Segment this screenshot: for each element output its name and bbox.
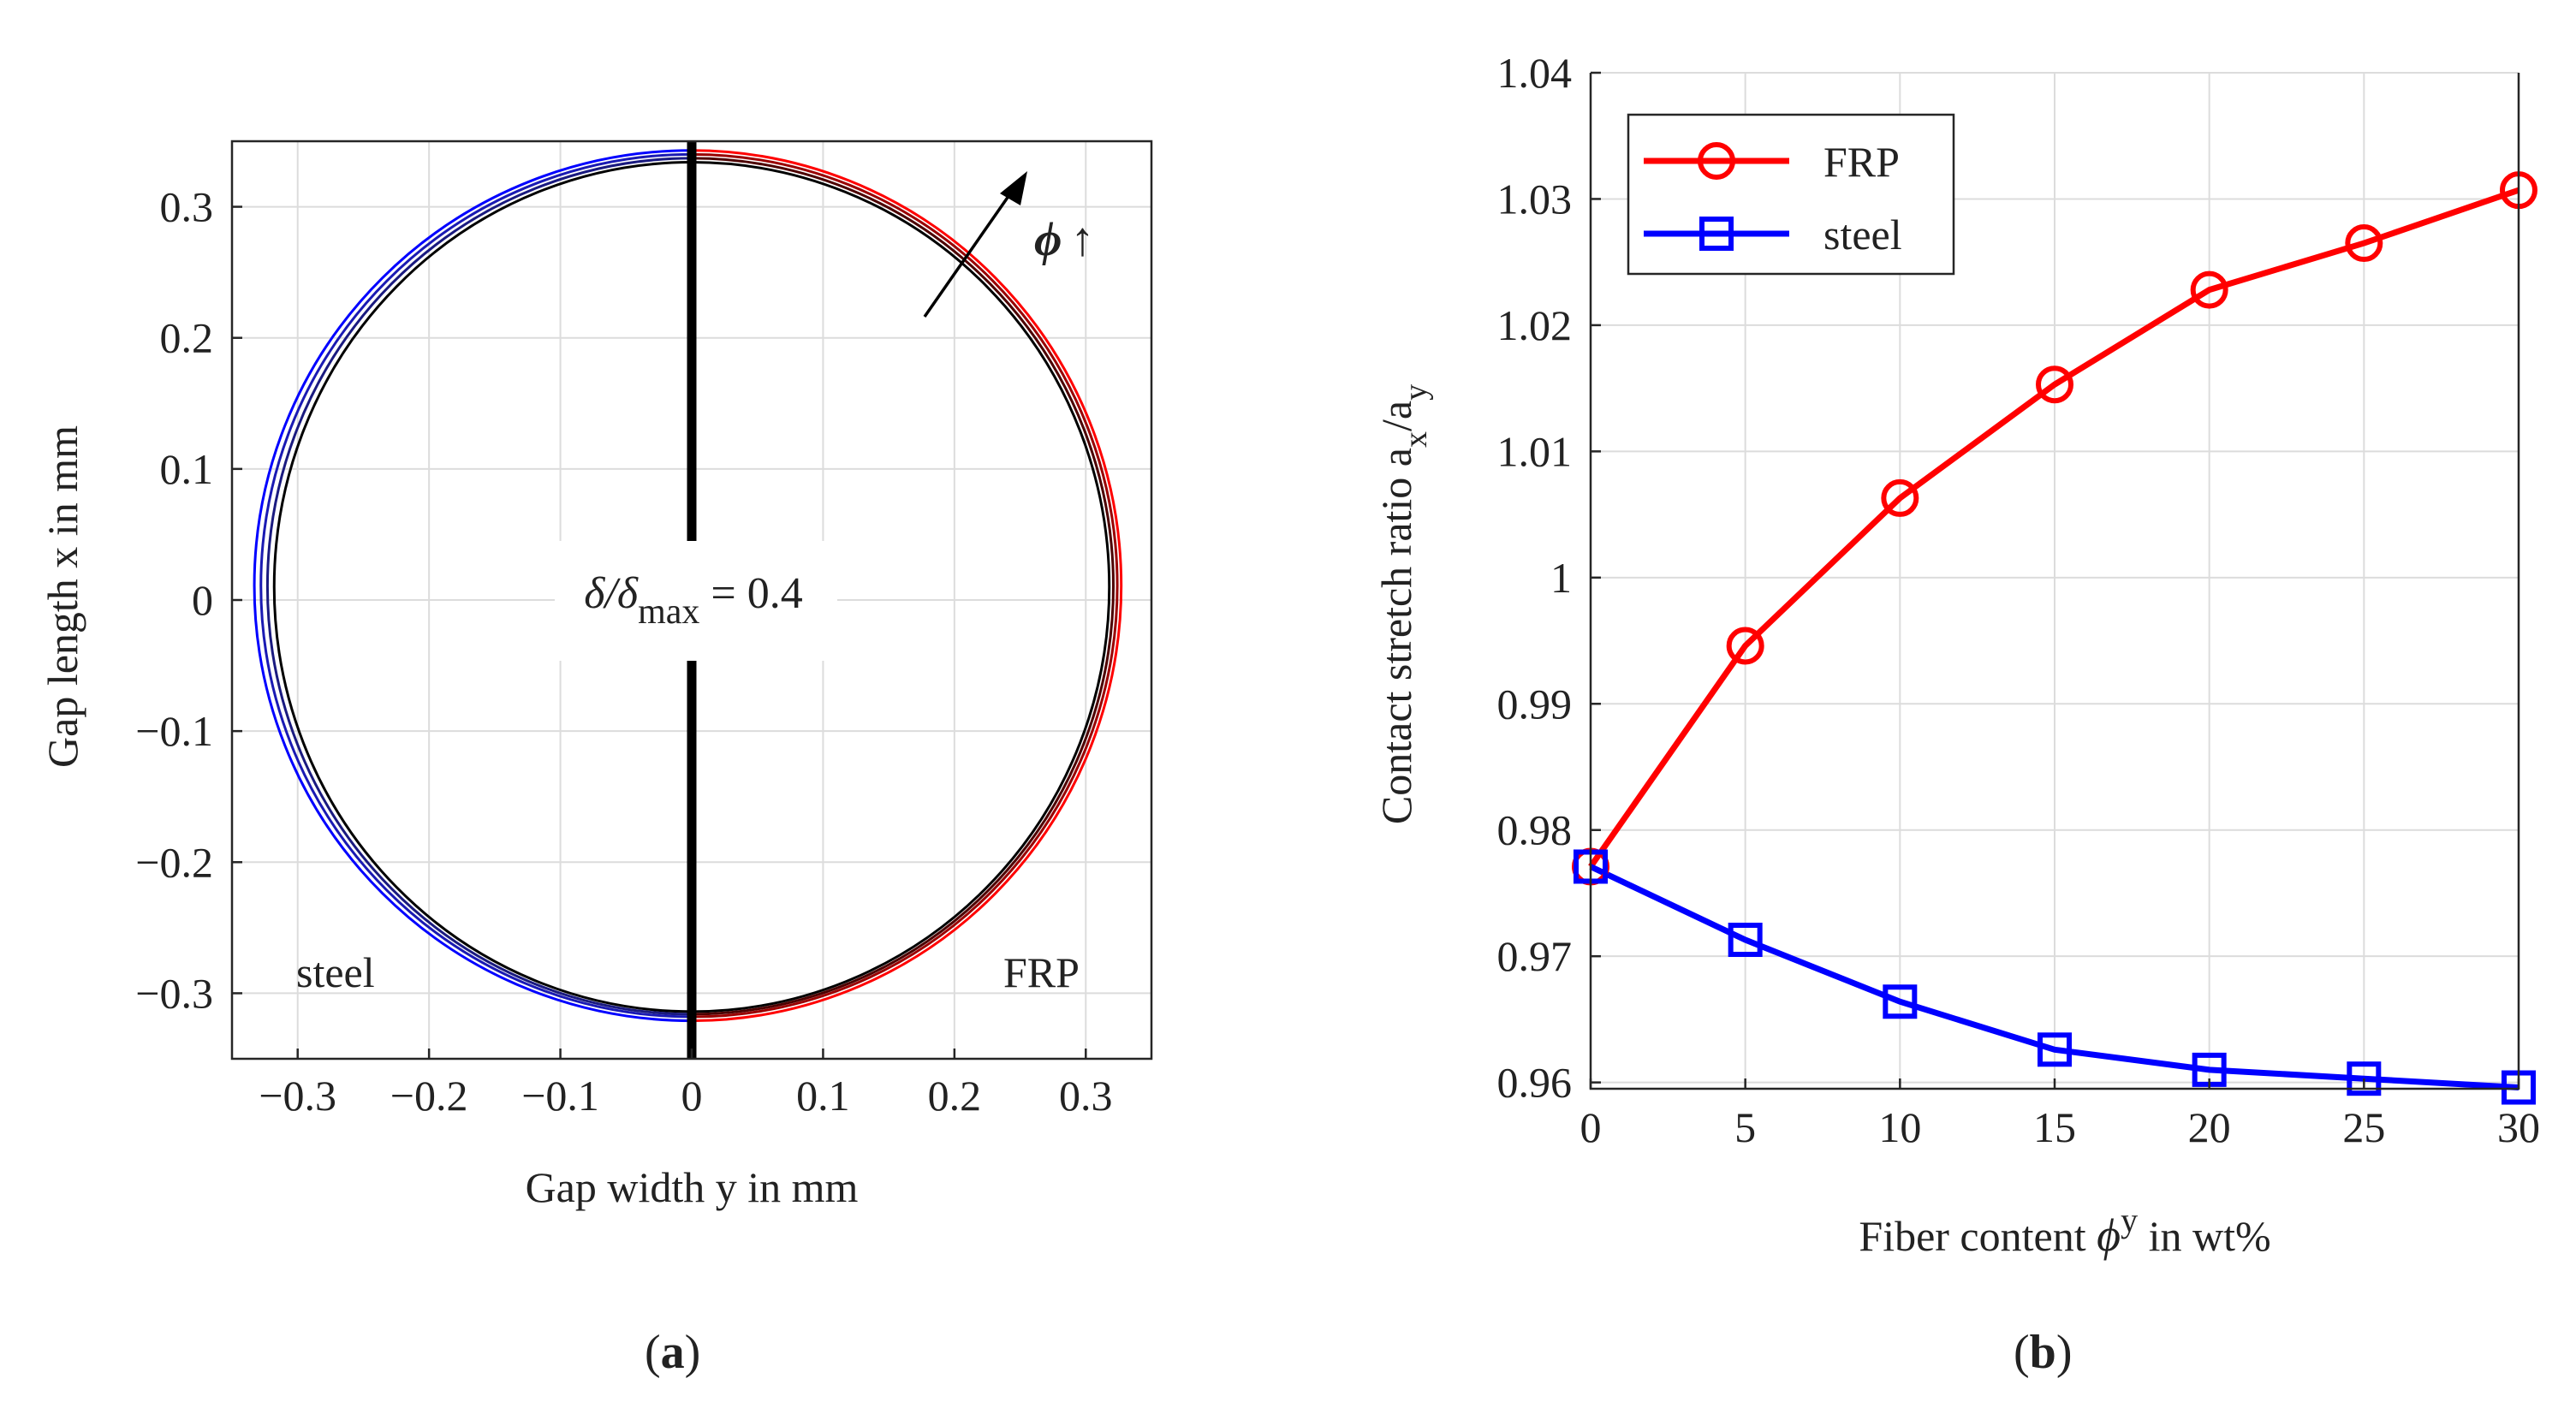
- panel-b-ytick-label: 0.96: [1497, 1059, 1573, 1107]
- panel-b-chart: 0 5 10 15 20 25 30 0.96 0.97 0.98 0.99 1 1.01 1.02 1.0…: [1372, 49, 2540, 1379]
- frp-contour: [691, 157, 1115, 1016]
- panel-a-ytick-label: −0.1: [135, 707, 213, 755]
- ratio-subscript: max: [638, 592, 699, 632]
- ratio-value: = 0.4: [699, 569, 802, 618]
- ratio-prefix: δ/δ: [584, 569, 639, 618]
- panel-b-ylabel-sub-x: x: [1398, 431, 1434, 448]
- panel-b-ylabel: Contact stretch ratio ax/ay: [1372, 384, 1434, 824]
- panel-b-ytick-label: 1.03: [1497, 175, 1573, 223]
- panel-b-caption: (b): [2014, 1326, 2072, 1379]
- panel-a-ytick-label: 0.1: [160, 445, 214, 493]
- frp-point: [1726, 627, 1764, 665]
- steel-contour: [253, 149, 693, 1023]
- panel-b-xlabel-prefix: Fiber content: [1859, 1212, 2097, 1260]
- panel-b-ytick-label: 1.01: [1497, 427, 1573, 475]
- steel-region-label: steel: [296, 948, 375, 996]
- panel-b-xtick-label: 20: [2188, 1103, 2231, 1151]
- frp-point: [2190, 270, 2228, 309]
- panel-a-xtick-label: 0.1: [796, 1072, 850, 1120]
- panel-b-ytick-label: 1.02: [1497, 301, 1573, 349]
- phi-arrow-head: [1000, 171, 1027, 205]
- frp-point: [2345, 224, 2383, 263]
- frp-point: [1881, 478, 1919, 517]
- panel-b-xtick-label: 10: [1878, 1103, 1921, 1151]
- ratio-label-background: [555, 541, 837, 661]
- panel-b-xlabel-suffix: in wt%: [2138, 1212, 2271, 1260]
- steel-point: [2038, 1032, 2072, 1067]
- frp-region-label: FRP: [1003, 948, 1080, 996]
- panel-b-xtick-label: 15: [2033, 1103, 2076, 1151]
- panel-b-ytick-label: 0.98: [1497, 806, 1573, 854]
- steel-contour: [272, 161, 693, 1013]
- panel-a-ytick-label: −0.2: [135, 838, 213, 886]
- phi-up-arrow: ↑: [1070, 213, 1094, 266]
- panel-b-ytick-label: 1: [1550, 554, 1572, 602]
- panel-b-ticks: 0 5 10 15 20 25 30 0.96 0.97 0.98 0.99 1 1.01 1.02 1.0…: [1497, 49, 2541, 1151]
- panel-a-contours: [253, 149, 1123, 1023]
- panel-a-ytick-label: 0.2: [160, 314, 214, 362]
- legend-frp-label: FRP: [1823, 138, 1900, 186]
- phi-arrow-label: ϕ ↑: [1034, 213, 1094, 266]
- panel-a-xlabel: Gap width y in mm: [526, 1163, 859, 1211]
- legend-entry-frp: FRP: [1644, 138, 1900, 186]
- panel-b-ytick-label: 0.99: [1497, 680, 1573, 728]
- panel-a-xtick-label: 0.2: [928, 1072, 982, 1120]
- steel-contour: [266, 157, 693, 1016]
- legend-frp-marker: [1698, 142, 1735, 180]
- panel-a-ytick-label: 0: [192, 576, 213, 624]
- frp-contour: [691, 161, 1111, 1013]
- panel-b-letter: b: [2030, 1326, 2056, 1379]
- legend-steel-label: steel: [1823, 211, 1902, 258]
- panel-a-letter: a: [661, 1326, 685, 1379]
- steel-point: [1728, 923, 1763, 958]
- panel-b-xlabel-sup: y: [2121, 1201, 2138, 1239]
- ratio-annotation: δ/δmax = 0.4: [584, 569, 802, 632]
- legend-steel-marker: [1699, 217, 1734, 251]
- panel-b-ytick-label: 1.04: [1497, 49, 1573, 97]
- panel-a-ytick-label: −0.3: [135, 969, 213, 1017]
- panel-a-chart: −0.3 −0.2 −0.1 0 0.1 0.2 0.3 −0.3 −0.2 −0.1 0 0.1 0.…: [39, 140, 1153, 1379]
- panel-b-ylabel-prefix: Contact stretch ratio a: [1372, 448, 1420, 824]
- panel-a-xtick-label: 0: [681, 1072, 703, 1120]
- legend-box: [1627, 113, 1955, 276]
- panel-b-xlabel: Fiber content ϕy in wt%: [1859, 1201, 2270, 1261]
- panel-a-xtick-label: 0.3: [1059, 1072, 1113, 1120]
- phi-arrow-line: [923, 189, 1014, 318]
- phi-arrow-group: [923, 171, 1027, 318]
- panel-a-xtick-label: −0.3: [259, 1072, 336, 1120]
- panel-a-ylabel: Gap length x in mm: [39, 425, 86, 768]
- legend-entry-steel: steel: [1644, 211, 1902, 258]
- panel-b-legend: FRP steel: [1627, 113, 1955, 276]
- panel-b-xtick-label: 30: [2497, 1103, 2540, 1151]
- frp-contour: [691, 149, 1123, 1023]
- panel-a-xtick-label: −0.2: [390, 1072, 468, 1120]
- panel-b-xtick-label: 5: [1734, 1103, 1756, 1151]
- frp-point: [2036, 365, 2073, 404]
- panel-a-caption: (a): [645, 1326, 700, 1379]
- steel-point: [1883, 984, 1918, 1019]
- panel-a-ticks: −0.3 −0.2 −0.1 0 0.1 0.2 0.3 −0.3 −0.2 −0.1 0 0.1 0.…: [135, 183, 1112, 1120]
- series-line-frp: [1588, 187, 2520, 869]
- panel-a-xtick-label: −0.1: [521, 1072, 599, 1120]
- panel-b-xlabel-symbol: ϕ: [2097, 1209, 2121, 1261]
- panel-b-ylabel-mid: /a: [1372, 401, 1420, 431]
- phi-symbol: ϕ: [1034, 213, 1062, 266]
- panel-b-xtick-label: 0: [1580, 1103, 1602, 1151]
- panel-b-xtick-label: 25: [2342, 1103, 2385, 1151]
- panel-a-ytick-label: 0.3: [160, 183, 214, 231]
- panel-b-ylabel-sub-y: y: [1398, 384, 1434, 401]
- steel-point: [2347, 1061, 2382, 1096]
- panel-b-ytick-label: 0.97: [1497, 932, 1573, 980]
